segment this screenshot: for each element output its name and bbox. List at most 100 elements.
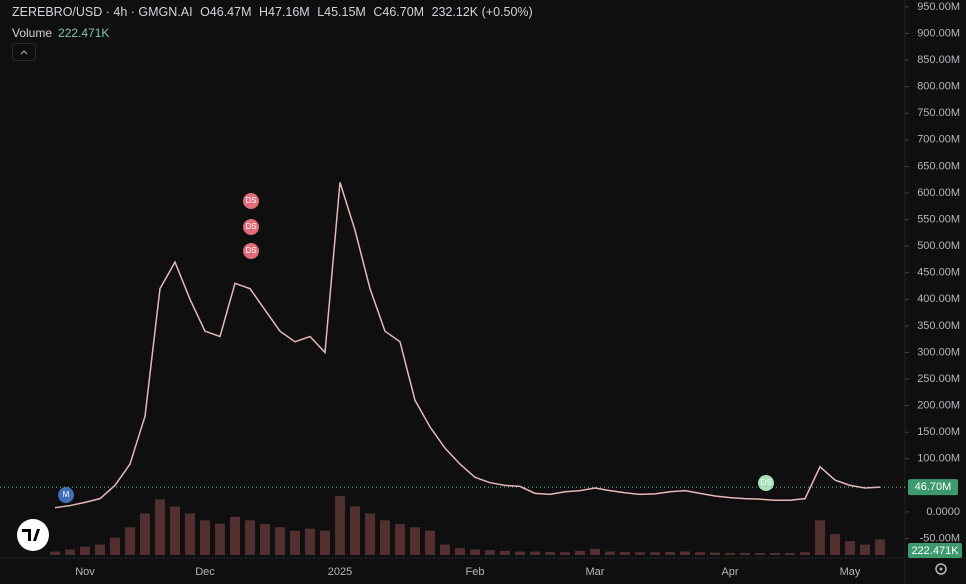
- collapse-button[interactable]: [12, 43, 36, 61]
- y-tick-label: 950.00M: [917, 1, 960, 13]
- event-marker[interactable]: DS: [243, 219, 259, 235]
- event-marker-circle: [243, 243, 259, 259]
- volume-bar: [380, 520, 390, 555]
- volume-bar: [560, 552, 570, 555]
- last-price-label: 46.70M: [915, 481, 952, 493]
- y-tick-label: 500.00M: [917, 240, 960, 252]
- y-tick-label: 750.00M: [917, 107, 960, 119]
- event-marker-circle: [243, 193, 259, 209]
- event-marker-label: DS: [245, 196, 256, 205]
- volume-bar: [770, 553, 780, 555]
- volume-bar: [605, 551, 615, 555]
- volume-bar: [500, 550, 510, 555]
- volume-bar: [275, 527, 285, 555]
- volume-bar: [665, 551, 675, 555]
- y-tick-label: 450.00M: [917, 267, 960, 279]
- volume-bar: [215, 523, 225, 555]
- y-tick-label: 550.00M: [917, 213, 960, 225]
- y-tick-label: 600.00M: [917, 187, 960, 199]
- collapse-icon: [20, 50, 28, 55]
- volume-bar: [50, 551, 60, 555]
- low: L45.15M: [317, 5, 366, 19]
- x-tick-label: Mar: [586, 566, 605, 578]
- y-tick-label: 300.00M: [917, 346, 960, 358]
- open: O46.47M: [200, 5, 252, 19]
- last-volume-label: 222.471K: [911, 545, 959, 557]
- volume-bar: [170, 506, 180, 555]
- volume-bar: [125, 527, 135, 555]
- settings-icon[interactable]: [935, 563, 947, 575]
- x-tick-label: Feb: [466, 566, 485, 578]
- y-tick-label: 200.00M: [917, 400, 960, 412]
- volume-bar: [635, 552, 645, 555]
- volume-bar: [290, 530, 300, 555]
- y-tick-label: 850.00M: [917, 54, 960, 66]
- volume-bar: [350, 506, 360, 555]
- volume-legend: Volume 222.471K: [12, 26, 109, 40]
- volume-bar: [515, 551, 525, 555]
- event-marker-circle: [758, 475, 774, 491]
- volume-bar: [650, 552, 660, 555]
- event-marker-circle: [58, 487, 74, 503]
- volume-bar: [695, 552, 705, 555]
- volume-bar: [620, 551, 630, 555]
- volume-bar: [320, 530, 330, 555]
- volume-bar: [470, 549, 480, 555]
- volume-bar: [485, 550, 495, 555]
- event-marker-circle: [243, 219, 259, 235]
- volume-bar: [860, 544, 870, 555]
- symbol[interactable]: ZEREBRO/USD · 4h · GMGN.AI: [12, 5, 193, 19]
- event-marker-label: DS: [245, 246, 256, 255]
- event-marker-label: DS: [245, 222, 256, 231]
- y-tick-label: 0.0000: [926, 506, 960, 518]
- event-marker[interactable]: M: [58, 487, 74, 503]
- volume-bar: [425, 530, 435, 555]
- volume-bar: [710, 552, 720, 555]
- volume-bar: [545, 551, 555, 555]
- volume-bar: [680, 551, 690, 555]
- volume-bar: [335, 496, 345, 555]
- high: H47.16M: [258, 5, 310, 19]
- tv-logo[interactable]: [17, 519, 49, 551]
- event-marker[interactable]: DS: [243, 193, 259, 209]
- y-tick-label: 350.00M: [917, 320, 960, 332]
- close: C46.70M: [373, 5, 425, 19]
- event-marker-label: M: [63, 490, 70, 499]
- volume-bar: [530, 551, 540, 555]
- volume-value: 222.471K: [58, 26, 110, 40]
- volume-bar: [830, 534, 840, 555]
- last-volume-box: [908, 543, 962, 558]
- volume-bar: [845, 541, 855, 555]
- volume-bar: [575, 550, 585, 555]
- volume-bar: [155, 499, 165, 555]
- x-tick-label: Nov: [75, 566, 95, 578]
- volume-bar: [80, 546, 90, 555]
- volume-bar: [740, 552, 750, 555]
- last-price-box: [908, 479, 958, 496]
- volume-bar: [185, 513, 195, 555]
- x-tick-label: 2025: [328, 566, 352, 578]
- volume-bar: [590, 548, 600, 555]
- volume-bar: [140, 513, 150, 555]
- event-marker[interactable]: DS: [758, 475, 774, 491]
- volume-bar: [725, 552, 735, 555]
- y-tick-label: -50.00M: [920, 532, 960, 544]
- event-marker[interactable]: DS: [243, 243, 259, 259]
- volume-bar: [365, 513, 375, 555]
- y-tick-label: 800.00M: [917, 81, 960, 93]
- volume-bar: [95, 544, 105, 555]
- x-tick-label: May: [840, 566, 861, 578]
- volume-bar: [785, 553, 795, 555]
- volume-bar: [65, 549, 75, 555]
- event-marker-label: DS: [760, 478, 771, 487]
- volume-bar: [800, 552, 810, 555]
- y-tick-label: 250.00M: [917, 373, 960, 385]
- volume-bar: [455, 548, 465, 555]
- volume-bar: [875, 539, 885, 555]
- y-tick-label: 150.00M: [917, 426, 960, 438]
- volume-title: Volume: [12, 26, 53, 40]
- volume-bar: [440, 544, 450, 555]
- y-tick-label: 650.00M: [917, 160, 960, 172]
